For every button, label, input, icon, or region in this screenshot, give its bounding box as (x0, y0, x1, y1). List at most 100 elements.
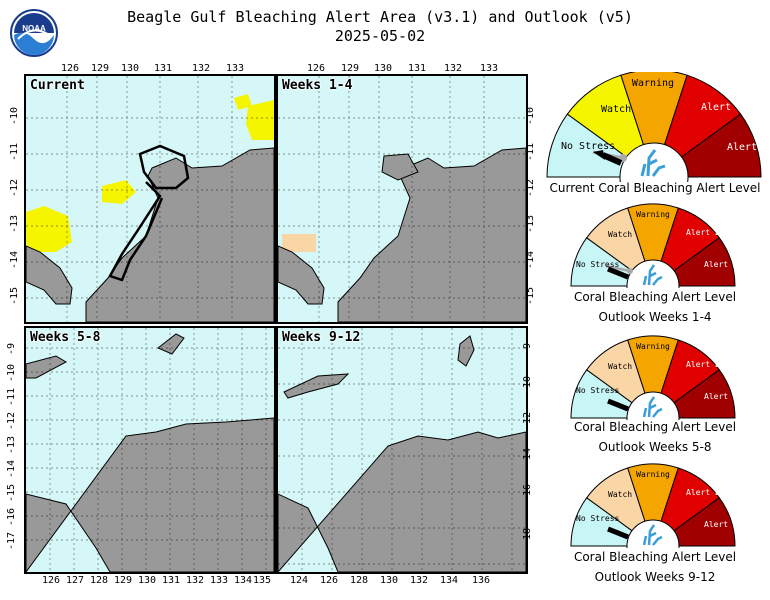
gauge-weeks-1-4: No Stress Watch Warning Alert Level 1 Al… (570, 203, 738, 288)
tick-label: -14 (9, 250, 21, 270)
tick-label: 131 (154, 63, 173, 74)
tick-label: -13 (9, 214, 21, 234)
gauge-current-segments: No Stress Watch Warning Alert Level 1 Al… (546, 72, 765, 182)
map-current-graphic (26, 76, 274, 322)
tick-label: 131 (162, 575, 181, 586)
tick-label: 126 (61, 63, 80, 74)
tick-label: -10 (9, 106, 21, 126)
svg-text:Warning: Warning (636, 210, 670, 219)
tick-label: -17 (6, 531, 18, 551)
panel-label-weeks-9-12: Weeks 9-12 (282, 330, 361, 345)
svg-text:Watch: Watch (601, 104, 631, 115)
gauge-weeks-9-12-caption-2: Outlook Weeks 9-12 (594, 570, 716, 584)
map-weeks-5-8-graphic (26, 328, 274, 572)
tick-label: 130 (138, 575, 157, 586)
svg-text:No Stress: No Stress (576, 514, 620, 523)
tick-label: 135 (253, 575, 272, 586)
svg-text:Alert Level 1: Alert Level 1 (701, 102, 765, 113)
tick-label: -11 (525, 142, 537, 162)
tick-label: -10 (522, 375, 534, 395)
tick-label: -14 (525, 250, 537, 270)
panel-label-weeks-1-4: Weeks 1-4 (282, 78, 353, 93)
gauge-weeks-9-12: No Stress Watch Warning Alert Level 1 Al… (570, 463, 738, 548)
map-panel-weeks-9-12: Weeks 9-12 (276, 326, 528, 574)
tick-label: -10 (525, 106, 537, 126)
svg-text:Watch: Watch (608, 362, 632, 371)
svg-text:NOAA: NOAA (22, 24, 46, 33)
tick-label: 132 (444, 63, 463, 74)
tick-label: 130 (374, 63, 393, 74)
gauge-weeks-5-8: No Stress Watch Warning Alert Level 1 Al… (570, 335, 738, 420)
svg-text:Alert Level 1: Alert Level 1 (686, 228, 738, 237)
tick-label: 129 (91, 63, 110, 74)
svg-text:Alert Level 2: Alert Level 2 (704, 260, 738, 269)
map-panel-current: Current (24, 74, 276, 324)
svg-text:Alert Level 2: Alert Level 2 (727, 142, 765, 153)
tick-label: -15 (9, 286, 21, 306)
panel-label-current: Current (30, 78, 85, 93)
tick-label: -12 (9, 178, 21, 198)
svg-text:No Stress: No Stress (576, 260, 620, 269)
svg-text:Warning: Warning (636, 470, 670, 479)
tick-label: 126 (307, 63, 326, 74)
gauge-weeks-5-8-caption-2: Outlook Weeks 5-8 (598, 440, 712, 454)
svg-text:Alert Level 1: Alert Level 1 (686, 360, 738, 369)
tick-label: 134 (440, 575, 459, 586)
tick-label: 133 (480, 63, 499, 74)
tick-label: 133 (226, 63, 245, 74)
panel-label-weeks-5-8: Weeks 5-8 (30, 330, 101, 345)
svg-text:Watch: Watch (608, 230, 632, 239)
tick-label: 130 (121, 63, 140, 74)
svg-text:No Stress: No Stress (561, 141, 615, 152)
tick-label: -9 (522, 342, 534, 356)
tick-label: -13 (525, 214, 537, 234)
svg-text:Warning: Warning (636, 342, 670, 351)
tick-label: -11 (6, 387, 18, 407)
map-panel-weeks-1-4: Weeks 1-4 (276, 74, 528, 324)
tick-label: 130 (380, 575, 399, 586)
gauge-weeks-1-4-caption-2: Outlook Weeks 1-4 (598, 310, 712, 324)
noaa-logo: NOAA (10, 9, 58, 57)
svg-text:Alert Level 2: Alert Level 2 (704, 392, 738, 401)
tick-label: 132 (192, 63, 211, 74)
title-date: 2025-05-02 (334, 27, 426, 45)
tick-label: -14 (522, 447, 534, 467)
map-panel-weeks-5-8: Weeks 5-8 (24, 326, 276, 574)
map-weeks-1-4-graphic (278, 76, 526, 322)
tick-label: -14 (6, 459, 18, 479)
tick-label: -16 (6, 507, 18, 527)
tick-label: 133 (210, 575, 229, 586)
tick-label: 129 (114, 575, 133, 586)
svg-text:No Stress: No Stress (576, 386, 620, 395)
tick-label: 131 (408, 63, 427, 74)
tick-label: 126 (42, 575, 61, 586)
gauge-weeks-5-8-caption-1: Coral Bleaching Alert Level (573, 420, 737, 434)
tick-label: -18 (522, 527, 534, 547)
map-weeks-9-12-graphic (278, 328, 526, 572)
tick-label: 134 (234, 575, 253, 586)
tick-label: -11 (9, 142, 21, 162)
page-title: Beagle Gulf Bleaching Alert Area (v3.1) … (110, 8, 650, 46)
tick-label: 132 (186, 575, 205, 586)
tick-label: -9 (6, 342, 18, 356)
svg-text:Alert Level 2: Alert Level 2 (704, 520, 738, 529)
tick-label: 124 (290, 575, 309, 586)
tick-label: 132 (410, 575, 429, 586)
tick-label: -15 (6, 483, 18, 503)
gauge-weeks-9-12-caption-1: Coral Bleaching Alert Level (573, 550, 737, 564)
tick-label: -12 (6, 411, 18, 431)
tick-label: 136 (472, 575, 491, 586)
tick-label: -12 (522, 411, 534, 431)
svg-text:Warning: Warning (632, 78, 674, 89)
tick-label: 127 (66, 575, 85, 586)
tick-label: -16 (522, 483, 534, 503)
tick-label: 129 (341, 63, 360, 74)
svg-text:Alert Level 1: Alert Level 1 (686, 488, 738, 497)
gauge-current-caption: Current Coral Bleaching Alert Level (549, 181, 761, 195)
gauge-current: No Stress Watch Warning Alert Level 1 Al… (546, 72, 765, 182)
tick-label: -10 (6, 363, 18, 383)
tick-label: -13 (6, 435, 18, 455)
title-text: Beagle Gulf Bleaching Alert Area (v3.1) … (127, 8, 633, 26)
tick-label: 128 (350, 575, 369, 586)
svg-text:Watch: Watch (608, 490, 632, 499)
